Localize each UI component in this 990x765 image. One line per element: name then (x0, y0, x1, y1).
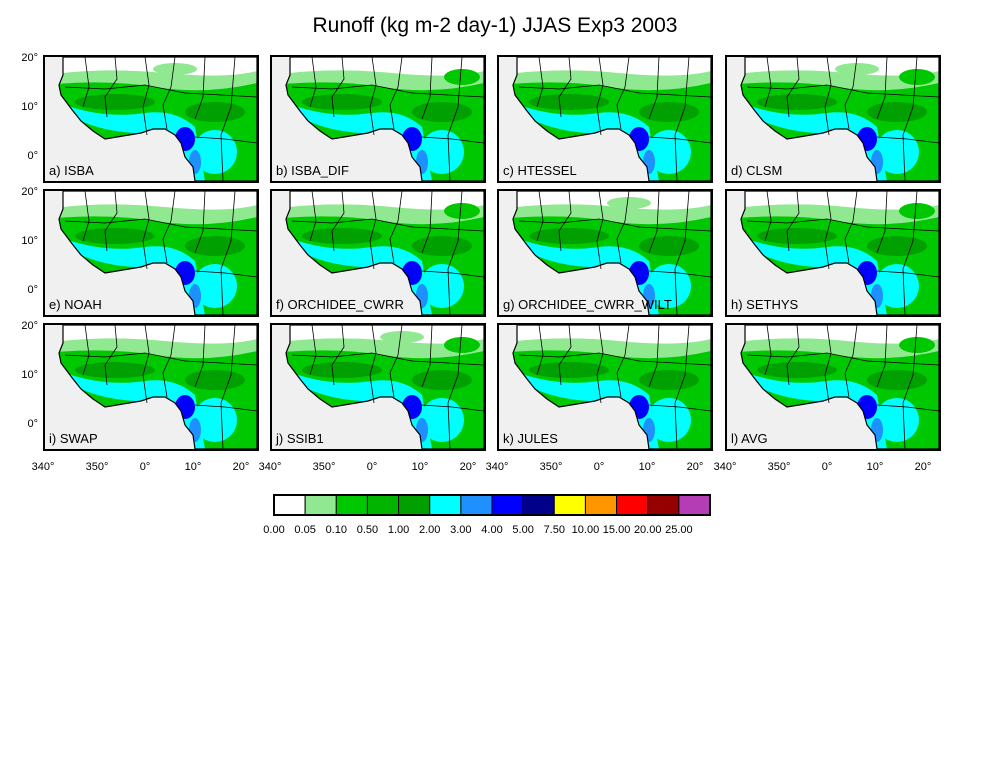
latitude-tick-label: 10° (21, 235, 38, 247)
colorbar-label: 20.00 (633, 524, 662, 536)
colorbar-swatch (491, 494, 524, 516)
panel-label: k) JULES (503, 431, 558, 446)
latitude-tick-label: 10° (21, 369, 38, 381)
map-panel: f) ORCHIDEE_CWRR (270, 189, 486, 317)
longitude-tick-label: 350° (85, 461, 109, 473)
colorbar-label: 7.50 (543, 524, 565, 536)
latitude-tick-label: 20° (21, 186, 38, 198)
panel-label: d) CLSM (731, 163, 783, 178)
panel-label: f) ORCHIDEE_CWRR (276, 297, 404, 312)
longitude-tick-label: 0° (139, 461, 151, 473)
colorbar-label: 4.00 (481, 524, 503, 536)
panel-label: i) SWAP (49, 431, 98, 446)
latitude-tick-label: 10° (21, 101, 38, 113)
map-panel: i) SWAP (43, 323, 259, 451)
runoff-map (45, 325, 257, 449)
map-panel: j) SSIB1 (270, 323, 486, 451)
runoff-map (499, 191, 711, 315)
figure-title: Runoff (kg m-2 day-1) JJAS Exp3 2003 (312, 14, 678, 37)
longitude-tick-label: 0° (593, 461, 605, 473)
runoff-map (272, 57, 484, 181)
colorbar-swatch (616, 494, 649, 516)
colorbar-label: 0.10 (325, 524, 347, 536)
panel-label: e) NOAH (49, 297, 102, 312)
colorbar-label: 0.05 (294, 524, 316, 536)
colorbar-swatch (553, 494, 586, 516)
colorbar (273, 494, 711, 516)
map-panel: d) CLSM (725, 55, 941, 183)
longitude-tick-label: 0° (821, 461, 833, 473)
colorbar-label: 5.00 (512, 524, 534, 536)
runoff-map (272, 325, 484, 449)
colorbar-swatch (522, 494, 555, 516)
colorbar-swatch (304, 494, 337, 516)
colorbar-label: 10.00 (571, 524, 600, 536)
longitude-tick-label: 340° (713, 461, 737, 473)
panel-label: g) ORCHIDEE_CWRR_WILT (503, 297, 672, 312)
colorbar-swatch (398, 494, 431, 516)
longitude-tick-label: 10° (638, 461, 656, 473)
latitude-tick-label: 20° (21, 320, 38, 332)
colorbar-swatch (460, 494, 493, 516)
colorbar-label: 2.00 (418, 524, 441, 536)
colorbar-label: 15.00 (602, 524, 631, 536)
longitude-tick-label: 350° (539, 461, 563, 473)
longitude-tick-label: 20° (914, 461, 932, 473)
panel-label: c) HTESSEL (503, 163, 577, 178)
colorbar-swatch (584, 494, 618, 516)
latitude-tick-label: 0° (27, 150, 38, 162)
longitude-tick-label: 340° (485, 461, 509, 473)
longitude-tick-label: 340° (258, 461, 282, 473)
runoff-map (45, 191, 257, 315)
colorbar-label: 1.00 (387, 524, 410, 536)
longitude-tick-label: 20° (686, 461, 704, 473)
map-panel: e) NOAH (43, 189, 259, 317)
runoff-map (499, 57, 711, 181)
panel-label: j) SSIB1 (276, 431, 324, 446)
longitude-tick-label: 20° (459, 461, 477, 473)
colorbar-swatch (366, 494, 400, 516)
runoff-map (727, 57, 939, 181)
longitude-tick-label: 350° (767, 461, 791, 473)
latitude-tick-label: 0° (27, 418, 38, 430)
panel-label: h) SETHYS (731, 297, 799, 312)
latitude-tick-label: 0° (27, 284, 38, 296)
map-panel: a) ISBA (43, 55, 259, 183)
colorbar-swatch (273, 494, 306, 516)
runoff-map (727, 191, 939, 315)
panel-label: b) ISBA_DIF (276, 163, 349, 178)
map-panel: g) ORCHIDEE_CWRR_WILT (497, 189, 713, 317)
map-panel: c) HTESSEL (497, 55, 713, 183)
longitude-tick-label: 20° (232, 461, 250, 473)
map-panel: h) SETHYS (725, 189, 941, 317)
map-panel: k) JULES (497, 323, 713, 451)
longitude-tick-label: 10° (411, 461, 429, 473)
runoff-map (727, 325, 939, 449)
runoff-map (45, 57, 257, 181)
panel-label: l) AVG (731, 431, 768, 446)
colorbar-label: 0.50 (356, 524, 379, 536)
colorbar-label: 25.00 (665, 524, 693, 536)
colorbar-swatch (429, 494, 462, 516)
latitude-tick-label: 20° (21, 52, 38, 64)
longitude-tick-label: 10° (184, 461, 202, 473)
map-panel: l) AVG (725, 323, 941, 451)
colorbar-swatch (335, 494, 368, 516)
longitude-tick-label: 340° (31, 461, 55, 473)
panel-label: a) ISBA (49, 163, 94, 178)
colorbar-label: 3.00 (450, 524, 472, 536)
longitude-tick-label: 10° (866, 461, 884, 473)
longitude-tick-label: 0° (366, 461, 378, 473)
map-panel: b) ISBA_DIF (270, 55, 486, 183)
colorbar-swatch (647, 494, 680, 516)
runoff-map (499, 325, 711, 449)
colorbar-swatch (678, 494, 711, 516)
runoff-map (272, 191, 484, 315)
colorbar-label: 0.00 (263, 524, 285, 536)
longitude-tick-label: 350° (312, 461, 336, 473)
